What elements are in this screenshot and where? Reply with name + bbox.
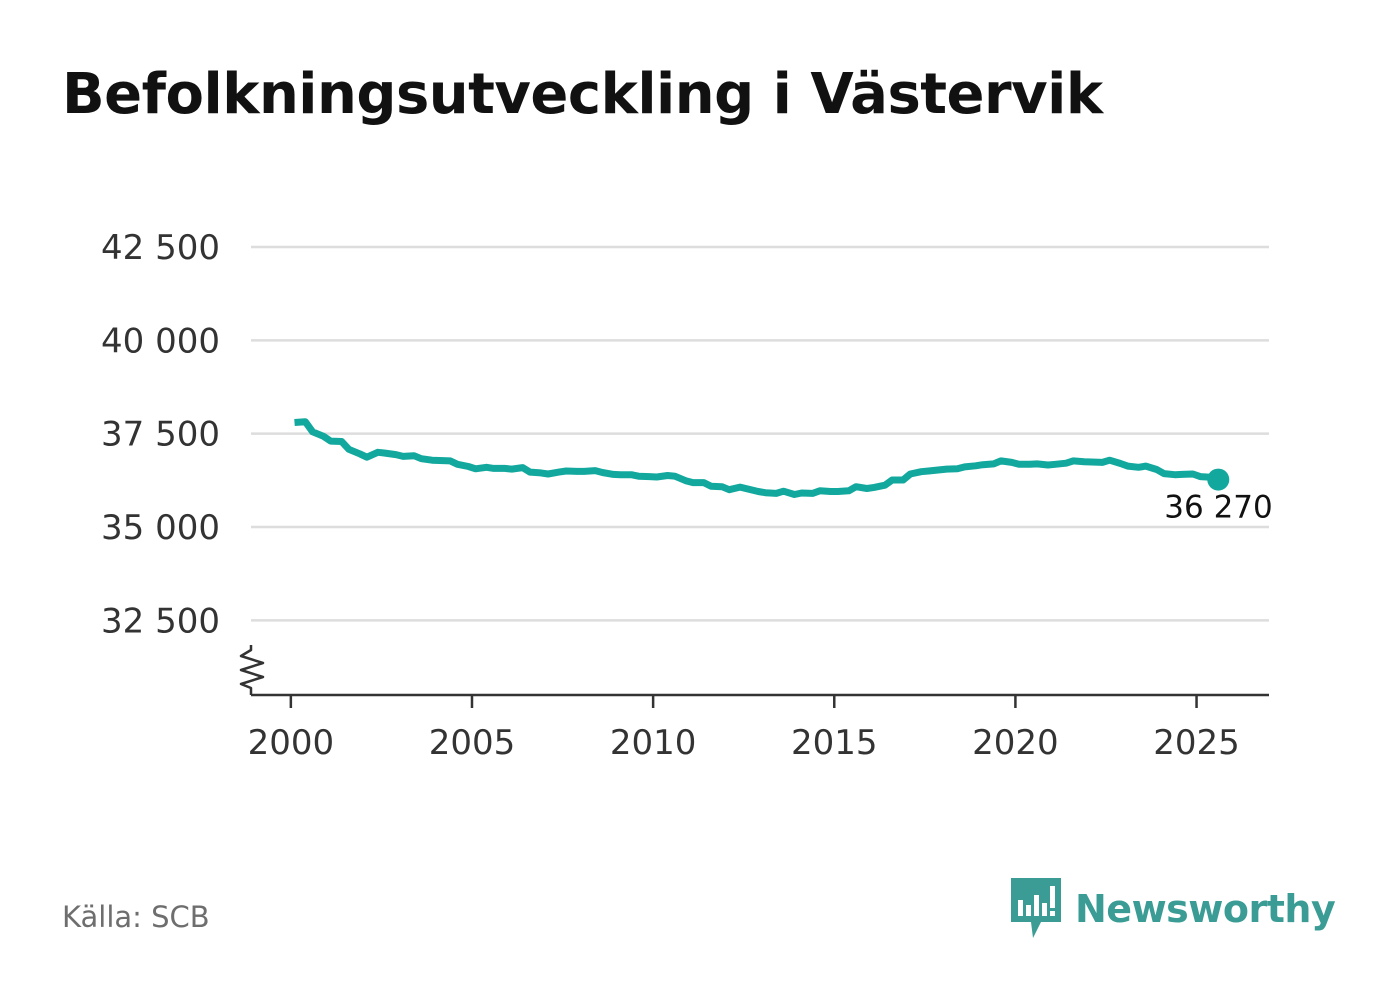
chart-title: Befolkningsutveckling i Västervik — [62, 62, 1103, 127]
x-tick-label-2010: 2010 — [610, 723, 697, 763]
x-tick-label-2020: 2020 — [972, 723, 1059, 763]
x-tick-labels: 2000 2005 2010 2015 2020 2025 — [248, 723, 1240, 763]
y-tick-label-35000: 35 000 — [101, 508, 220, 548]
x-tick-label-2005: 2005 — [429, 723, 516, 763]
annotations: 36 270 — [1164, 490, 1272, 526]
y-tick-label-32500: 32 500 — [101, 601, 220, 641]
source-note: Källa: SCB — [62, 900, 210, 934]
brand-logo[interactable]: Newsworthy — [1011, 878, 1336, 940]
axis-break-mark — [239, 645, 265, 695]
y-tick-labels: 32 500 35 000 37 500 40 000 42 500 — [101, 228, 220, 641]
x-tick-label-2025: 2025 — [1153, 723, 1240, 763]
end-point-marker — [1207, 468, 1230, 491]
gridlines — [251, 245, 1269, 622]
brand-name: Newsworthy — [1075, 887, 1336, 931]
y-tick-label-42500: 42 500 — [101, 228, 220, 268]
end-value-label: 36 270 — [1164, 490, 1272, 526]
x-tick-label-2015: 2015 — [791, 723, 878, 763]
series-line-0 — [294, 418, 1220, 498]
x-tick-label-2000: 2000 — [248, 723, 335, 763]
y-tick-label-37500: 37 500 — [101, 415, 220, 455]
y-tick-label-40000: 40 000 — [101, 321, 220, 361]
x-axis — [239, 645, 1269, 708]
series-layer — [294, 418, 1230, 498]
newsworthy-logo-icon — [1011, 878, 1061, 938]
